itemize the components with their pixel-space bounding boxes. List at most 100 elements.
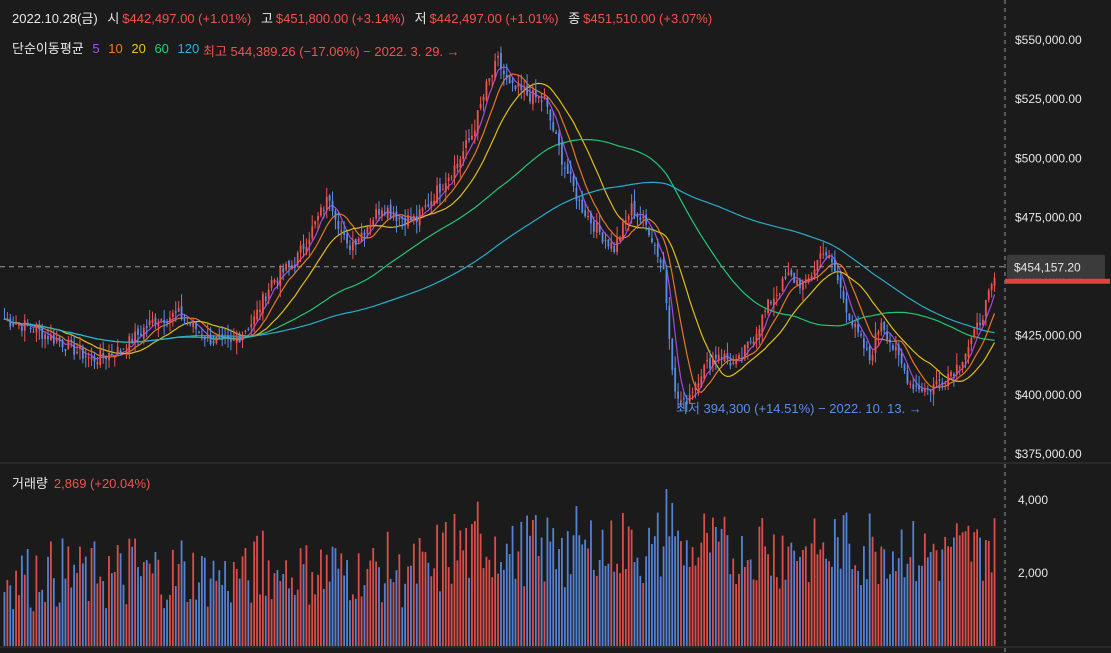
candle-body (682, 398, 685, 400)
volume-bar (804, 546, 807, 646)
candle-body (247, 328, 250, 330)
candle-body (351, 241, 354, 251)
candle-body (183, 319, 186, 321)
candle-body (938, 379, 941, 381)
candle-body (224, 336, 227, 338)
volume-bar (137, 567, 139, 646)
candle-body (758, 329, 761, 337)
volume-bar (441, 532, 444, 646)
volume-bar (822, 542, 825, 646)
candle-body (941, 382, 944, 385)
volume-bar (700, 542, 703, 646)
volume-bar (125, 604, 128, 646)
volume-bar (572, 535, 575, 646)
candle-body (973, 329, 976, 338)
candle-body (813, 269, 816, 275)
candle-body (154, 317, 157, 325)
candle-body (105, 358, 107, 360)
candle-body (595, 222, 598, 233)
candle-body (476, 110, 479, 134)
candle-body (465, 140, 468, 149)
candle-body (430, 201, 433, 206)
volume-bar (412, 543, 415, 646)
candle-body (668, 305, 671, 339)
volume-bar (166, 599, 168, 646)
candle-body (427, 204, 430, 207)
volume-bar (206, 606, 209, 646)
candle-body (500, 52, 502, 69)
ma-legend[interactable]: 단순이동평균 5 10 20 60 120 (12, 38, 199, 57)
volume-bar (73, 564, 76, 646)
candle-body (125, 350, 128, 352)
volume-bar (99, 576, 102, 646)
candle-body (444, 183, 447, 192)
volume-bar (854, 565, 857, 646)
candle-body (328, 195, 331, 201)
volume-bar (645, 556, 648, 646)
volume-bar (61, 538, 64, 646)
candle-body (955, 364, 958, 375)
candle-body (633, 200, 636, 217)
volume-bar (26, 548, 29, 646)
volume-bar (15, 570, 17, 646)
candle-body (677, 391, 679, 399)
volume-bar (337, 568, 340, 646)
candle-body (317, 215, 319, 221)
volume-bar (619, 573, 621, 646)
volume-bar (807, 582, 810, 646)
volume-bar (473, 521, 476, 646)
volume-bar (122, 584, 125, 646)
volume-bar (790, 542, 793, 646)
volume-bar (671, 503, 674, 646)
candle-body (543, 97, 546, 99)
candle-body (950, 371, 952, 377)
candle-body (41, 328, 44, 339)
volume-bar (84, 556, 87, 646)
volume-bar (148, 563, 151, 646)
volume-bar (511, 525, 514, 646)
volume-bar (444, 521, 447, 646)
volume-bar (134, 538, 137, 646)
candle-body (322, 210, 325, 212)
candle-body (656, 244, 659, 257)
candle-body (9, 318, 12, 327)
volume-bar (235, 568, 238, 646)
volume-bar (761, 518, 764, 646)
volume-bar (186, 601, 189, 646)
candle-body (717, 354, 720, 361)
candle-body (410, 217, 412, 220)
candle-body (775, 294, 778, 296)
candle-body (494, 61, 497, 79)
ma-60-label: 60 (154, 41, 169, 56)
volume-bar (534, 515, 537, 646)
candle-body (549, 109, 552, 121)
volume-bar (688, 566, 691, 646)
candle-body (828, 255, 830, 259)
candle-body (836, 274, 839, 281)
candle-body (195, 322, 197, 330)
candle-body (572, 176, 575, 186)
volume-bar (886, 578, 889, 646)
candle-body (842, 291, 845, 300)
volume-bar (845, 512, 848, 646)
volume-bar (20, 555, 23, 646)
candle-body (157, 322, 160, 327)
candle-body (267, 289, 270, 299)
volume-bar (360, 596, 363, 646)
candle-body (674, 367, 677, 392)
volume-bar (958, 535, 961, 646)
volume-bar (833, 519, 836, 646)
volume-bar (256, 535, 258, 646)
candle-body (308, 239, 311, 244)
volume-bar (12, 609, 15, 646)
volume-bar (55, 606, 58, 646)
volume-bar (604, 565, 607, 646)
candle-body (819, 253, 822, 259)
ma-5-label: 5 (92, 41, 100, 56)
volume-bar (607, 563, 610, 646)
volume-bar (616, 563, 618, 646)
volume-bar (363, 585, 366, 646)
volume-bar (839, 568, 842, 646)
volume-bar (889, 574, 891, 646)
